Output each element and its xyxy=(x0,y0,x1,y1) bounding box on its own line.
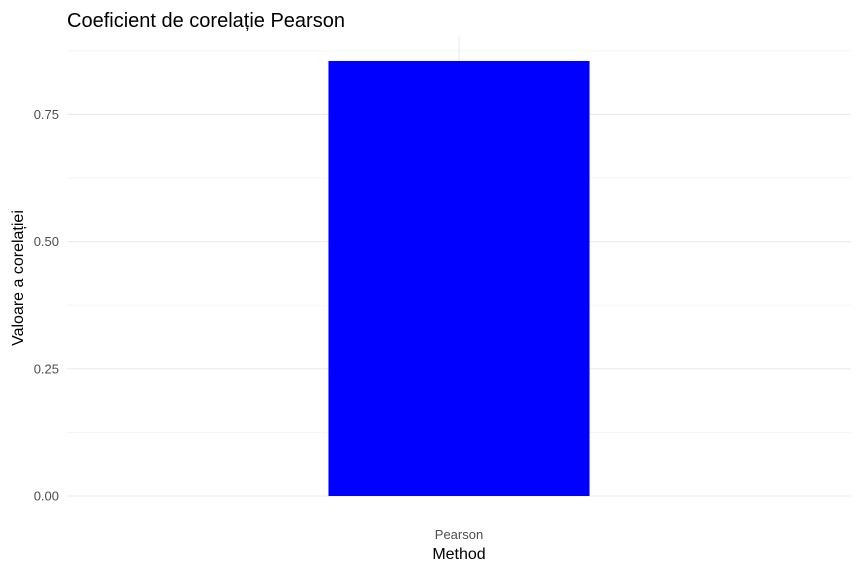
y-axis-title: Valoare a corelației xyxy=(10,210,27,346)
chart-title: Coeficient de corelație Pearson xyxy=(67,10,345,32)
bars-layer xyxy=(328,61,590,496)
y-tick-label: 0.25 xyxy=(34,361,59,376)
x-tick-label: Pearson xyxy=(435,527,483,542)
y-tick-label: 0.50 xyxy=(34,234,59,249)
y-tick-label: 0.75 xyxy=(34,107,59,122)
bar-pearson xyxy=(328,61,590,496)
y-tick-label: 0.00 xyxy=(34,489,59,504)
x-axis-title: Method xyxy=(432,546,485,563)
ticks-layer: 0.00 0.25 0.50 0.75 Pearson xyxy=(34,107,484,542)
